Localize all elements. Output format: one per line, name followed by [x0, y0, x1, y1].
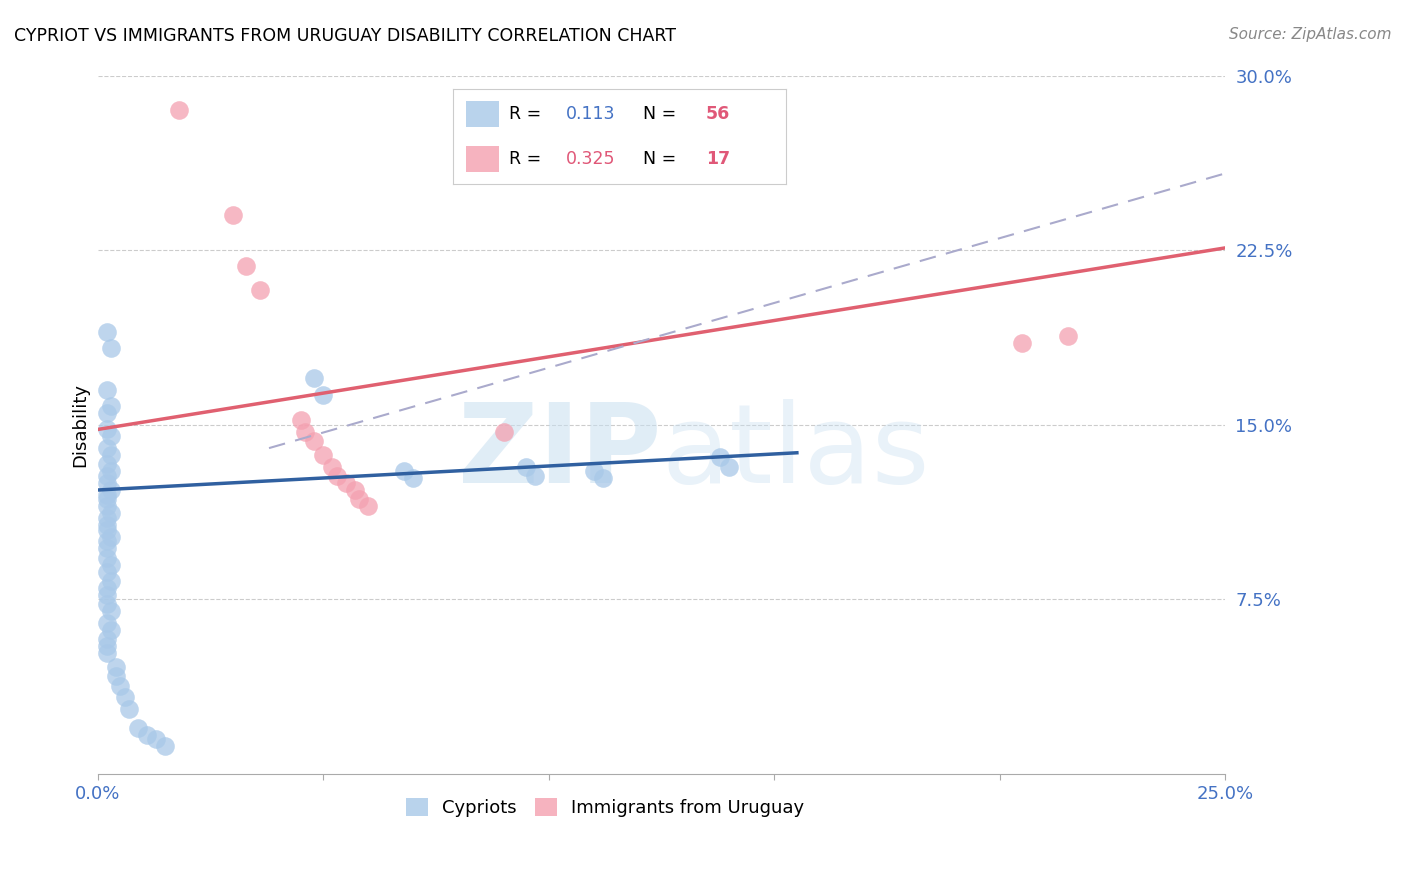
Point [1056, 329, 1078, 343]
Point [96, 588, 118, 602]
Point [104, 660, 127, 674]
Point [96, 523, 118, 537]
Point [96, 632, 118, 646]
Point [96, 581, 118, 595]
Point [524, 469, 547, 483]
Point [96, 615, 118, 630]
Text: atlas: atlas [662, 400, 929, 507]
Point [222, 208, 245, 222]
Point [335, 476, 357, 491]
Point [100, 623, 122, 637]
Point [96, 476, 118, 491]
Point [96, 518, 118, 533]
Point [515, 459, 537, 474]
Text: CYPRIOT VS IMMIGRANTS FROM URUGUAY DISABILITY CORRELATION CHART: CYPRIOT VS IMMIGRANTS FROM URUGUAY DISAB… [14, 27, 676, 45]
Point [290, 413, 312, 427]
Point [100, 448, 122, 462]
Point [349, 492, 371, 507]
Point [100, 604, 122, 618]
Point [108, 679, 131, 693]
Point [312, 387, 335, 401]
Point [249, 283, 271, 297]
Point [100, 341, 122, 355]
Point [96, 422, 118, 436]
Point [312, 448, 335, 462]
Legend: Cypriots, Immigrants from Uruguay: Cypriots, Immigrants from Uruguay [399, 790, 811, 824]
Point [96, 639, 118, 653]
Point [402, 471, 425, 485]
Point [96, 597, 118, 611]
Point [96, 534, 118, 549]
Point [167, 103, 190, 118]
Point [357, 500, 380, 514]
Point [100, 399, 122, 413]
Point [100, 429, 122, 443]
Point [96, 325, 118, 339]
Point [709, 450, 731, 465]
Point [96, 500, 118, 514]
Y-axis label: Disability: Disability [72, 383, 89, 467]
Text: Source: ZipAtlas.com: Source: ZipAtlas.com [1229, 27, 1392, 42]
Point [394, 464, 416, 478]
Point [302, 371, 325, 385]
Text: ZIP: ZIP [458, 400, 662, 507]
Point [100, 574, 122, 588]
Point [100, 530, 122, 544]
Point [325, 469, 347, 483]
Point [96, 469, 118, 483]
Point [96, 406, 118, 420]
Point [343, 483, 366, 497]
Point [96, 511, 118, 525]
Point [96, 441, 118, 455]
Point [321, 459, 343, 474]
Point [100, 558, 122, 572]
Point [104, 669, 127, 683]
Point [145, 732, 167, 747]
Point [96, 565, 118, 579]
Point [100, 464, 122, 478]
Point [592, 471, 614, 485]
Point [1011, 336, 1033, 351]
Point [155, 739, 177, 754]
Point [136, 727, 159, 741]
Point [96, 550, 118, 565]
Point [96, 383, 118, 397]
Point [718, 459, 741, 474]
Point [294, 425, 316, 439]
Point [127, 721, 149, 735]
Point [118, 702, 141, 716]
Point [302, 434, 325, 449]
Point [235, 260, 257, 274]
Point [582, 464, 605, 478]
Point [114, 690, 136, 705]
Point [96, 646, 118, 660]
Point [96, 541, 118, 556]
Point [100, 506, 122, 520]
Point [96, 492, 118, 507]
Point [100, 483, 122, 497]
Point [96, 458, 118, 472]
Point [492, 425, 515, 439]
Point [96, 488, 118, 502]
